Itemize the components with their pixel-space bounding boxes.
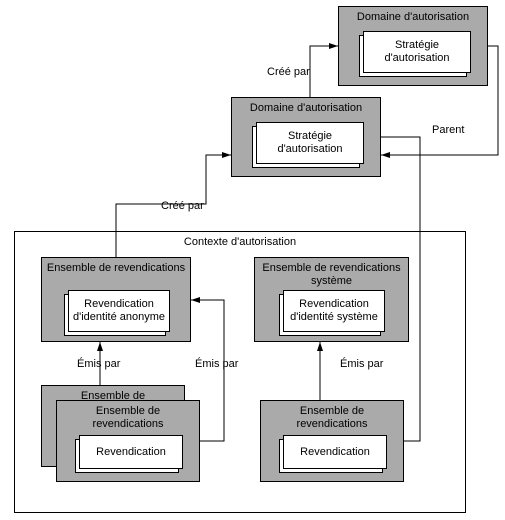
claimset-anon-inner: Revendication d'identité anonyme bbox=[68, 290, 170, 332]
box-claimset-sys: Ensemble de revendications système Reven… bbox=[254, 257, 409, 342]
auth-domain-top-inner: Stratégie d'autorisation bbox=[363, 31, 471, 73]
context-title: Contexte d'autorisation bbox=[15, 236, 465, 248]
box-auth-domain-top: Domaine d'autorisation Stratégie d'autor… bbox=[338, 6, 488, 86]
label-parent: Parent bbox=[432, 124, 464, 136]
label-emitted-by-1: Émis par bbox=[77, 358, 120, 370]
claimset-right-inner: Revendication bbox=[283, 435, 387, 469]
box-auth-domain-mid: Domaine d'autorisation Stratégie d'autor… bbox=[231, 97, 381, 177]
label-emitted-by-3: Émis par bbox=[340, 358, 383, 370]
claimset-left-title: Ensemble de revendications bbox=[57, 401, 199, 432]
auth-domain-mid-inner: Stratégie d'autorisation bbox=[256, 122, 364, 164]
label-created-by-top: Créé par bbox=[267, 66, 310, 78]
box-claimset-left: Ensemble de revendications Revendication bbox=[56, 400, 200, 482]
claimset-anon-title: Ensemble de revendications bbox=[42, 258, 190, 277]
claimset-sys-title: Ensemble de revendications système bbox=[255, 258, 408, 289]
box-claimset-anon: Ensemble de revendications Revendication… bbox=[41, 257, 191, 342]
auth-domain-mid-title: Domaine d'autorisation bbox=[232, 98, 380, 117]
label-created-by-mid: Créé par bbox=[161, 200, 204, 212]
claimset-right-title: Ensemble de revendications bbox=[261, 401, 403, 432]
claimset-sys-inner: Revendication d'identité système bbox=[283, 290, 385, 332]
claimset-left-inner: Revendication bbox=[79, 435, 183, 469]
diagram-stage: Domaine d'autorisation Stratégie d'autor… bbox=[0, 0, 505, 520]
box-claimset-right: Ensemble de revendications Revendication bbox=[260, 400, 404, 482]
label-emitted-by-2: Émis par bbox=[195, 358, 238, 370]
auth-domain-top-title: Domaine d'autorisation bbox=[339, 7, 487, 26]
